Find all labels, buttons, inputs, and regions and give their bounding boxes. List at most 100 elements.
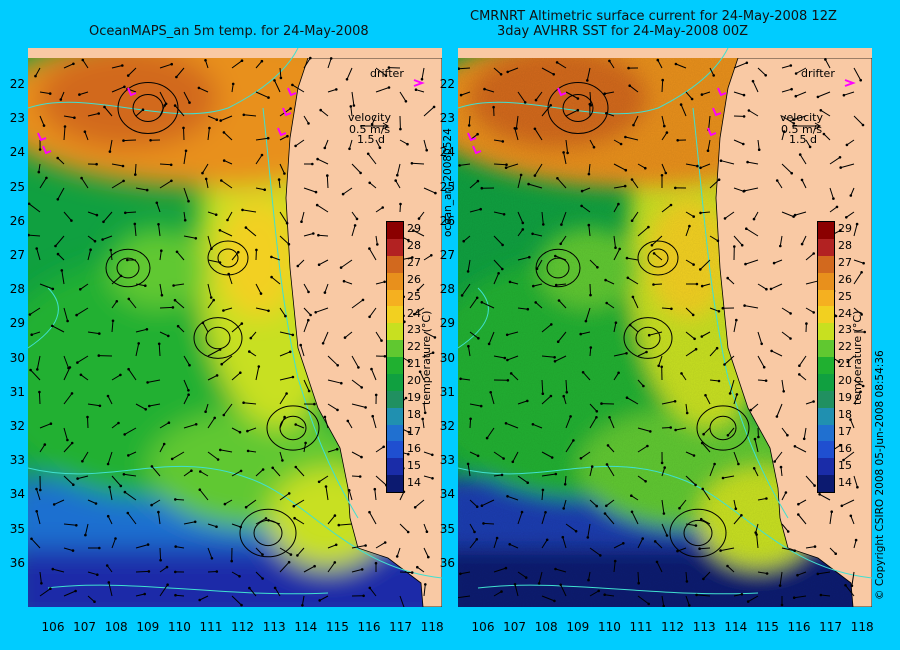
latitude-label: 27 [9, 248, 25, 262]
longitude-label: 112 [231, 620, 255, 634]
longitude-label: 118 [850, 620, 874, 634]
longitude-label: 108 [534, 620, 558, 634]
right-colorbar-title: temperature (°C) [851, 310, 864, 405]
file-label: ocean_an_20080524 [442, 128, 454, 237]
left-duration-legend: 1.5 d [357, 133, 385, 146]
colorbar-segment [387, 289, 403, 307]
longitude-label: 114 [294, 620, 318, 634]
longitude-label: 115 [755, 620, 779, 634]
latitude-label: 31 [439, 384, 455, 399]
right-map-panel [458, 48, 872, 607]
colorbar-segment [387, 238, 403, 256]
colorbar-tick-label: 21 [838, 357, 852, 371]
longitude-label: 109 [566, 620, 590, 634]
colorbar-tick-label: 14 [407, 475, 421, 489]
colorbar-segment [387, 323, 403, 341]
colorbar-tick-label: 21 [407, 357, 421, 371]
colorbar-segment [818, 357, 834, 374]
left-drifter-legend: drifter [370, 67, 404, 80]
longitude-label: 106 [471, 620, 495, 634]
left-map-svg [28, 48, 442, 607]
latitude-label: 22 [439, 77, 455, 91]
colorbar-segment [387, 390, 403, 408]
longitude-label: 113 [262, 620, 286, 634]
longitude-label: 107 [503, 620, 527, 634]
latitude-label: 34 [439, 487, 455, 502]
colorbar-segment [818, 272, 834, 290]
latitude-label: 34 [9, 487, 25, 502]
latitude-label: 28 [9, 282, 25, 297]
colorbar-tick-label: 20 [838, 374, 852, 388]
latitude-label: 29 [9, 316, 25, 331]
longitude-label: 113 [692, 620, 716, 634]
longitude-label: 117 [389, 620, 413, 634]
longitude-label: 111 [199, 620, 223, 634]
colorbar-segment [387, 458, 403, 476]
colorbar-segment [818, 222, 834, 239]
longitude-label: 117 [819, 620, 843, 634]
colorbar-tick-label: 15 [838, 458, 852, 472]
colorbar-segment [387, 272, 403, 290]
colorbar-segment [387, 306, 403, 324]
colorbar-tick-label: 23 [838, 323, 852, 337]
colorbar-segment [387, 222, 403, 239]
latitude-label: 36 [9, 555, 25, 570]
colorbar-tick-label: 24 [407, 306, 421, 320]
colorbar-segment [387, 475, 403, 492]
latitude-label: 22 [9, 77, 25, 91]
colorbar-segment [818, 323, 834, 341]
colorbar-segment [818, 458, 834, 476]
colorbar-segment [818, 424, 834, 442]
latitude-label: 25 [9, 179, 25, 194]
longitude-label: 112 [661, 620, 685, 634]
right-panel-title-line1: CMRNRT Altimetric surface current for 24… [470, 9, 837, 24]
latitude-label: 26 [9, 213, 25, 228]
latitude-label: 27 [439, 248, 455, 262]
colorbar-tick-label: 29 [838, 222, 852, 235]
left-drifter-symbol [413, 79, 425, 87]
colorbar-tick-label: 28 [407, 238, 421, 252]
latitude-label: 23 [439, 111, 455, 126]
longitude-label: 107 [73, 620, 97, 634]
colorbar-tick-label: 27 [838, 255, 852, 269]
longitude-label: 110 [597, 620, 621, 634]
latitude-label: 29 [439, 316, 455, 331]
right-map-svg [458, 48, 872, 607]
copyright-label: © Copyright CSIRO 2008 05-Jun-2008 08:54… [874, 350, 886, 600]
latitude-label: 36 [439, 555, 455, 570]
colorbar-tick-label: 25 [407, 289, 421, 303]
colorbar-tick-label: 20 [407, 374, 421, 388]
latitude-label: 24 [9, 145, 25, 160]
colorbar-segment [818, 255, 834, 273]
right-panel-title-line2: 3day AVHRR SST for 24-May-2008 00Z [497, 24, 749, 39]
latitude-label: 30 [9, 350, 25, 365]
colorbar-segment [818, 475, 834, 492]
colorbar-tick-label: 17 [407, 424, 421, 438]
latitude-label: 30 [439, 350, 455, 365]
right-colorbar [817, 221, 835, 493]
right-drifter-symbol [844, 79, 856, 87]
colorbar-tick-label: 22 [407, 340, 421, 354]
colorbar-segment [818, 407, 834, 425]
right-drifter-legend: drifter [801, 67, 835, 80]
colorbar-tick-label: 19 [838, 391, 852, 404]
colorbar-tick-label: 16 [838, 441, 852, 455]
colorbar-segment [387, 357, 403, 374]
longitude-label: 108 [104, 620, 128, 634]
longitude-label: 110 [167, 620, 191, 634]
latitude-label: 32 [439, 419, 455, 433]
right-velocity-arrow [792, 122, 821, 130]
latitude-label: 35 [9, 521, 25, 536]
colorbar-tick-label: 26 [407, 272, 421, 286]
colorbar-tick-label: 24 [838, 306, 852, 320]
colorbar-segment [818, 289, 834, 307]
longitude-label: 106 [41, 620, 65, 634]
longitude-label: 116 [357, 620, 381, 634]
left-velocity-arrow [360, 122, 389, 130]
left-velocity-legend: velocity [348, 111, 391, 124]
colorbar-tick-label: 22 [838, 340, 852, 354]
latitude-label: 24 [439, 145, 455, 160]
longitude-label: 114 [724, 620, 748, 634]
latitude-label: 35 [439, 521, 455, 536]
